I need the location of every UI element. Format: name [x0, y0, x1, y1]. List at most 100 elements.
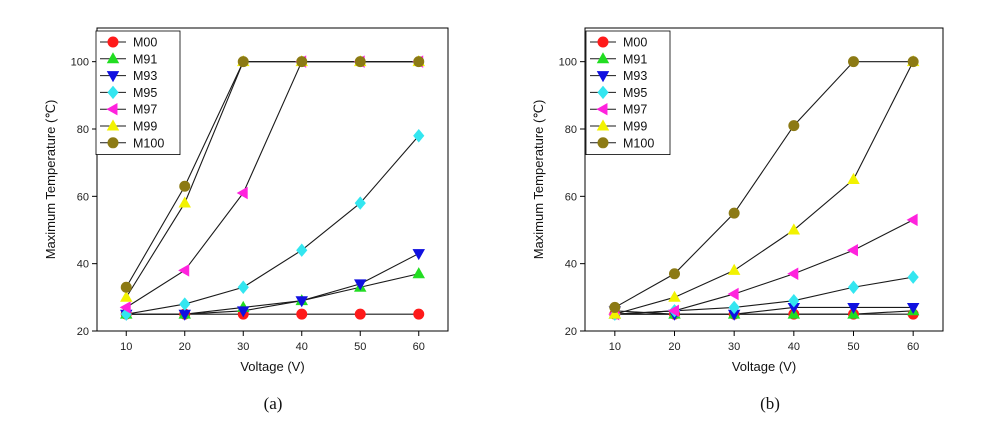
y-axis-title: Maximum Temperature (℃)	[43, 100, 58, 260]
legend-label-m95: M95	[623, 86, 647, 100]
data-point-m97	[727, 287, 739, 301]
x-tick-label: 20	[179, 341, 191, 353]
data-point-m100	[179, 180, 191, 192]
legend-marker-m93	[106, 71, 120, 83]
plot-frame	[96, 27, 449, 332]
series-markers-m100	[609, 56, 919, 313]
data-point-m97	[119, 301, 131, 314]
data-point-m97	[236, 186, 248, 200]
y-tick-label: 60	[565, 191, 577, 203]
x-tick-label: 60	[413, 341, 425, 353]
data-point-m95	[847, 280, 860, 294]
data-point-m99	[120, 290, 133, 302]
series-line-m99	[614, 61, 914, 315]
series-markers-m91	[120, 267, 425, 319]
data-point-m93	[354, 279, 367, 291]
x-tick-label: 30	[728, 341, 740, 353]
legend-label-m91: M91	[623, 52, 647, 66]
data-point-m91	[412, 267, 425, 279]
data-point-m100	[668, 268, 680, 280]
data-point-m100	[120, 281, 132, 293]
y-tick-label: 100	[71, 57, 89, 69]
y-axis-title: Maximum Temperature (℃)	[531, 100, 546, 260]
x-tick-label: 50	[354, 341, 366, 353]
data-point-m93	[295, 296, 308, 308]
legend-marker-m97	[596, 102, 608, 116]
x-axis-title: Voltage (V)	[732, 359, 796, 374]
data-point-m00	[296, 308, 308, 320]
legend-marker-m99	[596, 119, 610, 131]
data-point-m99	[727, 263, 741, 275]
panel-caption: (b)	[760, 394, 780, 413]
legend-marker-m91	[596, 52, 610, 64]
series-markers-m93	[120, 249, 425, 321]
series-line-m91	[614, 310, 914, 315]
data-point-m97	[178, 264, 190, 277]
data-point-m100	[413, 56, 425, 68]
legend-marker-m95	[107, 85, 119, 100]
legend-label-m97: M97	[623, 103, 647, 117]
legend-marker-m95	[597, 85, 609, 100]
x-tick-label: 40	[788, 341, 800, 353]
legend-marker-m97	[106, 102, 118, 116]
legend-marker-m91	[106, 52, 120, 64]
y-tick-label: 80	[565, 124, 577, 136]
chart-panel-a: 10 20 30 40 50 60 20 40 60 80 100 Voltage (V) Maximu…	[43, 27, 449, 413]
series-line-m100	[125, 61, 419, 288]
data-point-m00	[354, 308, 366, 320]
data-point-m93	[847, 302, 860, 315]
x-axis-title: Voltage (V)	[240, 359, 304, 374]
data-point-m97	[906, 213, 918, 227]
x-tick-label: 60	[907, 341, 919, 353]
y-tick-label: 20	[77, 326, 89, 338]
series-line-m97	[614, 219, 914, 315]
data-point-m99	[668, 290, 681, 302]
legend-label-m00: M00	[133, 36, 157, 50]
series-line-m93	[614, 306, 914, 315]
legend-label-m00: M00	[623, 36, 647, 50]
legend-label-m93: M93	[623, 69, 647, 83]
data-point-m95	[413, 129, 425, 143]
data-point-m95	[788, 293, 800, 308]
data-point-m93	[237, 306, 250, 318]
data-point-m100	[354, 56, 366, 68]
data-point-m95	[907, 270, 919, 284]
series-line-m95	[126, 135, 420, 315]
legend-label-m91: M91	[133, 52, 157, 66]
data-point-m100	[609, 301, 621, 313]
x-tick-label: 20	[668, 341, 680, 353]
data-point-m95	[354, 196, 366, 210]
y-tick-label: 40	[565, 259, 577, 271]
legend-marker-m00	[107, 36, 119, 48]
y-tick-label: 20	[565, 326, 577, 338]
legend-marker-m99	[106, 119, 120, 131]
data-point-m95	[296, 243, 308, 257]
data-point-m99	[178, 196, 191, 208]
plot-frame	[584, 27, 944, 332]
data-point-m100	[296, 56, 308, 68]
legend-label-m95: M95	[133, 86, 157, 100]
data-point-m00	[413, 308, 425, 320]
data-point-m100	[728, 207, 740, 219]
y-tick-label: 40	[77, 259, 89, 271]
x-tick-label: 10	[609, 341, 621, 353]
chart-panel-b: 10 20 30 40 50 60 20 40 60 80 100 Voltage (V) Maximu…	[531, 27, 944, 413]
y-tick-label: 100	[559, 57, 577, 69]
panel-caption: (a)	[264, 394, 283, 413]
legend-label-m97: M97	[133, 103, 157, 117]
legend-label-m99: M99	[623, 120, 647, 134]
legend-label-m93: M93	[133, 69, 157, 83]
legend: M00 M91 M93 M95 M97 M99 M100	[585, 30, 671, 155]
legend-marker-m100	[107, 137, 119, 149]
x-tick-label: 30	[237, 341, 249, 353]
data-point-m100	[788, 120, 800, 132]
series-line-m100	[614, 61, 914, 308]
x-tick-label: 10	[120, 341, 132, 353]
data-point-m100	[907, 56, 919, 68]
data-point-m99	[787, 223, 801, 235]
data-point-m93	[412, 249, 425, 261]
series-line-m93	[126, 253, 420, 315]
data-point-m100	[237, 56, 249, 68]
legend-marker-m00	[597, 36, 609, 48]
